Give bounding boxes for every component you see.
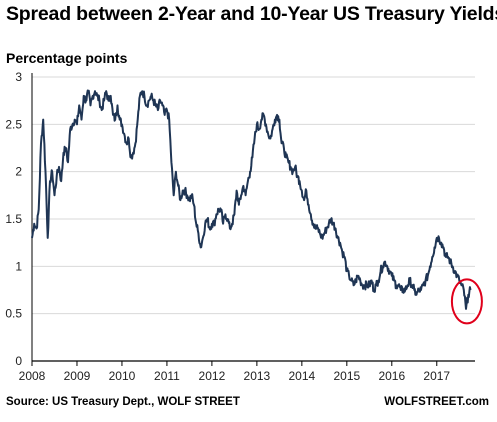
y-tick-label: 1.5 [5, 212, 22, 226]
x-tick-label: 2015 [333, 369, 360, 383]
y-tick-label: 2.5 [5, 117, 22, 131]
brand-mark: WOLFSTREET.com [384, 396, 489, 408]
x-tick-label: 2010 [109, 369, 136, 383]
y-axis-ticks: 0 0.5 1 1.5 2 2.5 3 [5, 70, 22, 368]
y-tick-label: 0 [15, 354, 22, 368]
chart-title: Spread between 2-Year and 10-Year US Tre… [6, 3, 497, 25]
y-tick-label: 3 [15, 70, 22, 84]
x-tick-label: 2011 [154, 369, 180, 383]
x-tick-label: 2014 [288, 369, 315, 383]
highlight-circle [450, 278, 483, 325]
x-tick-label: 2016 [378, 369, 405, 383]
y-tick-label: 0.5 [5, 307, 22, 321]
y-tick-label: 1 [15, 259, 22, 273]
x-tick-label: 2013 [244, 369, 271, 383]
y-axis-unit-label: Percentage points [6, 50, 128, 66]
x-axis-ticks: 2008 2009 2010 2011 2012 2013 2014 2015 2016 2017 [19, 361, 450, 383]
x-tick-label: 2017 [423, 369, 450, 383]
source-note: Source: US Treasury Dept., WOLF STREET [6, 396, 240, 408]
gridlines [31, 73, 475, 362]
x-tick-label: 2008 [19, 369, 46, 383]
y-tick-label: 2 [15, 165, 22, 179]
x-tick-label: 2012 [199, 369, 226, 383]
spread-series-line [31, 89, 472, 310]
x-tick-label: 2009 [64, 369, 91, 383]
